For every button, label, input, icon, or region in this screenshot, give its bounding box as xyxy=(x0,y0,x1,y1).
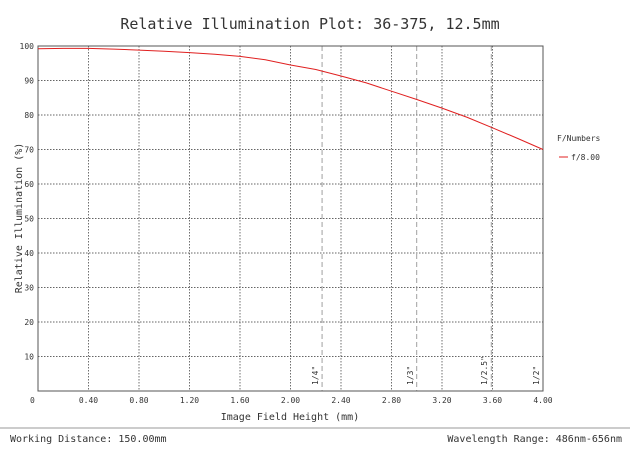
x-tick-label: 0 xyxy=(30,396,35,405)
y-tick-label: 10 xyxy=(24,353,34,362)
x-tick-label: 2.40 xyxy=(331,396,350,405)
y-axis-ticks: 10 20 30 40 50 60 70 80 90 100 xyxy=(20,42,35,362)
series-line-f8 xyxy=(37,47,544,150)
working-distance: Working Distance: 150.00mm xyxy=(10,434,167,445)
sensor-marker-label: 1/4" xyxy=(311,366,320,385)
grid-lines xyxy=(38,46,543,391)
y-tick-label: 30 xyxy=(24,284,34,293)
y-tick-label: 70 xyxy=(24,146,34,155)
y-tick-label: 20 xyxy=(24,318,34,327)
x-tick-label: 0.80 xyxy=(129,396,148,405)
x-tick-label: 2.00 xyxy=(281,396,300,405)
sensor-marker-label: 1/2.5" xyxy=(480,356,489,385)
x-tick-label: 3.60 xyxy=(483,396,502,405)
x-tick-label: 3.20 xyxy=(432,396,451,405)
chart-title: Relative Illumination Plot: 36-375, 12.5… xyxy=(120,15,499,33)
sensor-marker-label: 1/3" xyxy=(406,366,415,385)
x-tick-label: 1.20 xyxy=(180,396,199,405)
y-tick-label: 50 xyxy=(24,215,34,224)
x-tick-label: 4.00 xyxy=(533,396,552,405)
legend-title: F/Numbers xyxy=(557,134,601,143)
plot-area xyxy=(37,45,544,392)
x-tick-label: 1.60 xyxy=(230,396,249,405)
y-tick-label: 100 xyxy=(20,42,35,51)
legend-entry-f8: f/8.00 xyxy=(571,153,600,162)
x-axis-label: Image Field Height (mm) xyxy=(221,412,359,423)
y-tick-label: 90 xyxy=(24,77,34,86)
x-tick-label: 0.40 xyxy=(79,396,98,405)
x-axis-ticks: 0 0.40 0.80 1.20 1.60 2.00 2.40 2.80 3.20 3.60 4.0… xyxy=(30,396,553,405)
legend: F/Numbers f/8.00 xyxy=(557,134,601,162)
x-tick-label: 2.80 xyxy=(382,396,401,405)
series-layer xyxy=(37,47,544,150)
y-tick-label: 40 xyxy=(24,249,34,258)
y-tick-label: 60 xyxy=(24,180,34,189)
wavelength-range: Wavelength Range: 486nm-656nm xyxy=(447,434,622,445)
sensor-marker-label: 1/2" xyxy=(532,366,541,385)
y-axis-label: Relative Illumination (%) xyxy=(14,143,25,294)
y-tick-label: 80 xyxy=(24,111,34,120)
